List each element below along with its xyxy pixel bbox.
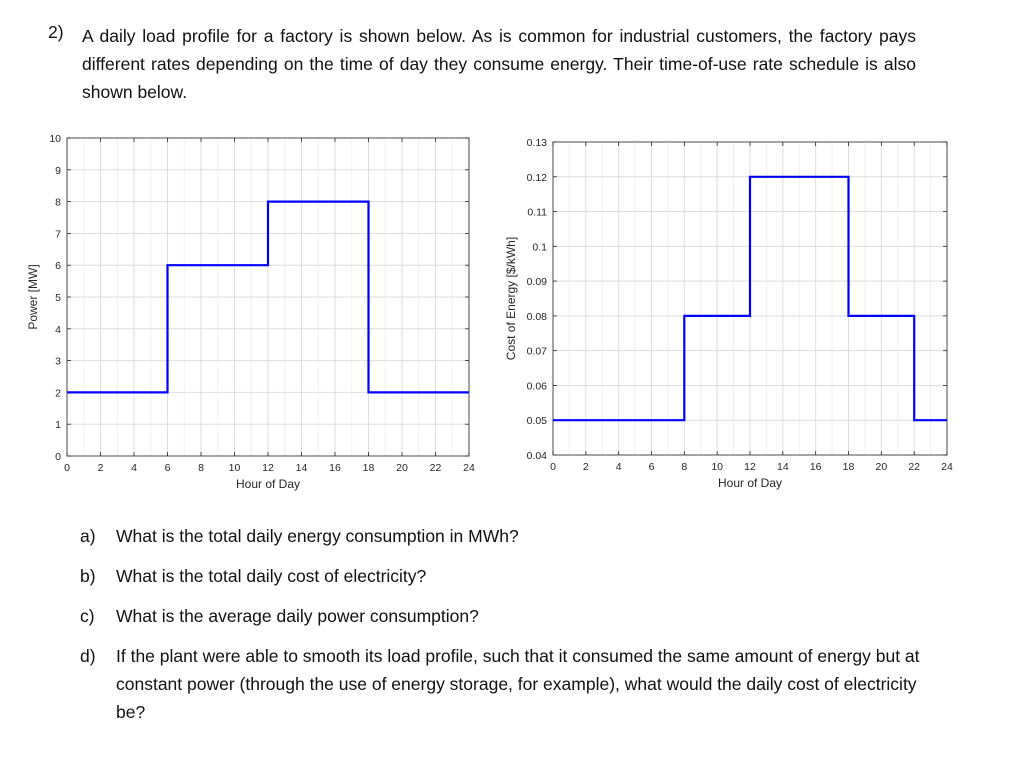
chart2-y-tick-label: 0.04 [527, 450, 548, 462]
chart1-x-tick-label: 2 [98, 462, 104, 474]
chart2-series-line [553, 175, 947, 422]
problem-number: 2) [48, 22, 64, 42]
chart1-y-tick-label: 1 [55, 419, 61, 431]
chart1-x-tick-label: 6 [165, 462, 171, 474]
chart1-y-tick-label: 2 [55, 387, 61, 399]
question-c-label: c) [80, 606, 95, 626]
chart2-x-tick-label: 14 [777, 461, 789, 473]
question-b-label: b) [80, 566, 96, 586]
chart2-x-tick-label: 4 [616, 461, 622, 473]
question-b-text: What is the total daily cost of electric… [116, 566, 427, 586]
chart1-y-tick-label: 0 [55, 451, 61, 463]
chart2-y-tick-label: 0.09 [527, 276, 548, 288]
chart2-x-axis-label: Hour of Day [718, 476, 782, 490]
chart2-y-axis-label: Cost of Energy [$/kWh] [504, 237, 518, 360]
chart2-y-tick-label: 0.08 [527, 311, 548, 323]
chart1-x-tick-label: 14 [296, 462, 308, 474]
question-c-text: What is the average daily power consumpt… [116, 606, 479, 626]
problem-intro: A daily load profile for a factory is sh… [82, 26, 916, 102]
chart1-x-tick-label: 24 [463, 462, 475, 474]
chart1-x-tick-label: 8 [198, 462, 204, 474]
chart1-y-tick-label: 7 [55, 228, 61, 240]
chart1-x-axis-label: Hour of Day [236, 477, 300, 491]
chart2-y-tick-label: 0.11 [527, 207, 547, 219]
chart1-y-tick-label: 4 [55, 324, 61, 336]
chart2-y-tick-label: 0.07 [527, 346, 548, 358]
chart1-y-tick-label: 9 [55, 165, 61, 177]
question-a: a) What is the total daily energy consum… [80, 522, 940, 550]
chart1-x-tick-label: 16 [329, 462, 341, 474]
chart1-y-tick-label: 10 [49, 133, 61, 145]
chart2-x-tick-label: 2 [583, 461, 589, 473]
chart1-x-tick-label: 12 [262, 462, 274, 474]
chart2-y-tick-label: 0.12 [527, 172, 548, 184]
chart2-x-tick-label: 20 [875, 461, 887, 473]
chart1-x-tick-label: 18 [363, 462, 375, 474]
question-d: d) If the plant were able to smooth its … [80, 642, 940, 726]
chart2-x-tick-label: 8 [681, 461, 687, 473]
chart1-y-tick-label: 5 [55, 292, 61, 304]
chart1-x-tick-label: 4 [131, 462, 137, 474]
question-d-label: d) [80, 646, 96, 666]
chart2-x-tick-label: 22 [908, 461, 920, 473]
chart1-x-tick-label: 10 [229, 462, 241, 474]
chart2-y-tick-label: 0.1 [532, 241, 547, 253]
chart2-x-tick-label: 0 [550, 461, 556, 473]
question-list: a) What is the total daily energy consum… [80, 522, 940, 738]
chart1-x-tick-label: 22 [430, 462, 442, 474]
question-a-text: What is the total daily energy consumpti… [116, 526, 519, 546]
chart2-x-tick-label: 18 [843, 461, 855, 473]
chart1-x-tick-label: 20 [396, 462, 408, 474]
chart1-series-line [67, 200, 469, 394]
chart1-x-tick-label: 0 [64, 462, 70, 474]
chart1-y-axis-label: Power [MW] [26, 264, 40, 329]
chart2-x-tick-label: 24 [941, 461, 953, 473]
chart2-x-tick-label: 16 [810, 461, 822, 473]
chart2-y-tick-label: 0.05 [527, 415, 548, 427]
chart2-y-tick-label: 0.13 [527, 137, 548, 149]
chart1-y-tick-label: 3 [55, 356, 61, 368]
chart1-y-tick-label: 6 [55, 260, 61, 272]
question-b: b) What is the total daily cost of elect… [80, 562, 940, 590]
chart2-y-tick-label: 0.06 [527, 380, 548, 392]
chart2-x-tick-label: 10 [711, 461, 723, 473]
chart1-y-tick-label: 8 [55, 197, 61, 209]
chart2-x-tick-label: 12 [744, 461, 756, 473]
chart2-x-tick-label: 6 [649, 461, 655, 473]
question-d-text: If the plant were able to smooth its loa… [116, 646, 920, 722]
question-c: c) What is the average daily power consu… [80, 602, 940, 630]
question-a-label: a) [80, 526, 96, 546]
